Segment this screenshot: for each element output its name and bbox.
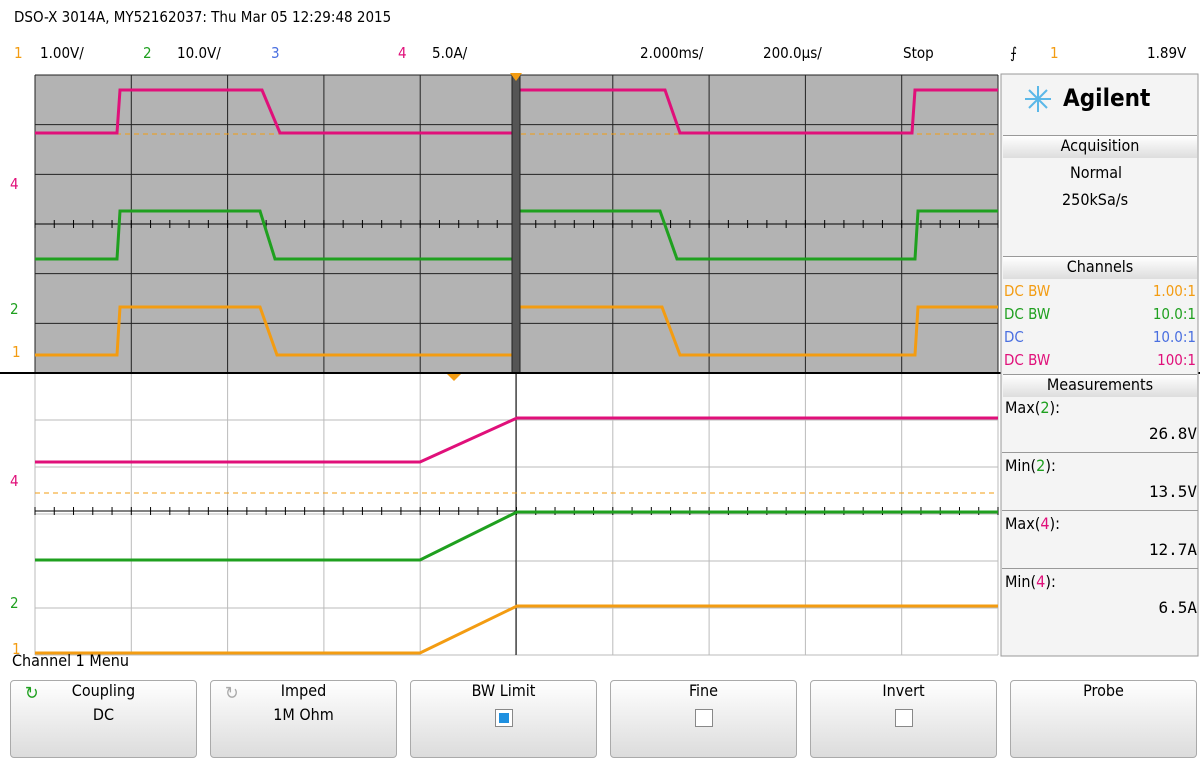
delay: 200.0µs/ — [763, 44, 822, 62]
meas-label: Min(4): — [1005, 572, 1056, 591]
brand: Agilent — [1063, 84, 1151, 112]
softkey-icon: ↻ — [25, 683, 39, 704]
meas-source: 2 — [1040, 398, 1050, 417]
logo-spark — [1025, 86, 1051, 112]
softkey-label: Imped — [280, 681, 327, 700]
meas-value: 13.5V — [1148, 482, 1197, 501]
divider — [1002, 568, 1198, 569]
ch-scale: 5.0A/ — [432, 44, 468, 62]
zoom-window — [511, 74, 521, 374]
ch4-trace — [520, 88, 998, 135]
run-status: Stop — [903, 44, 934, 62]
meas-value: 26.8V — [1148, 424, 1197, 443]
ch4-trace — [35, 88, 512, 135]
section-title: Acquisition — [1003, 135, 1197, 158]
meas-value: 12.7A — [1148, 540, 1197, 559]
meas-suffix: ): — [1049, 514, 1060, 533]
ch-num: 4 — [398, 44, 407, 62]
ch-coupling: DC — [1004, 328, 1024, 346]
meas-prefix: Min( — [1005, 456, 1037, 475]
section-title: Channels — [1003, 256, 1197, 279]
meas-suffix: ): — [1045, 456, 1056, 475]
ch1-trace — [35, 305, 512, 357]
meas-label: Max(2): — [1005, 398, 1060, 417]
softkey-label: Probe — [1083, 681, 1124, 700]
ch-coupling: DC BW — [1004, 351, 1051, 369]
softkey[interactable]: Invert — [810, 680, 997, 758]
meas-source: 2 — [1036, 456, 1046, 475]
softkey[interactable]: Coupling DC ↻ — [10, 680, 197, 758]
ch-num: 3 — [271, 44, 280, 62]
ch-coupling: DC BW — [1004, 305, 1051, 323]
ch-num: 1 — [14, 44, 23, 62]
softkey-value: 1M Ohm — [273, 705, 334, 724]
softkey-label: BW Limit — [471, 681, 536, 700]
ch-scale: 10.0V/ — [177, 44, 221, 62]
ch-ratio: 1.00:1 — [1152, 282, 1196, 300]
ch-marker: 2 — [10, 300, 19, 318]
ch1-zoom — [35, 604, 998, 655]
ch2-zoom — [35, 510, 998, 562]
softkey-label: Invert — [882, 681, 925, 700]
meas-source: 4 — [1036, 572, 1046, 591]
meas-label: Min(2): — [1005, 456, 1056, 475]
title: DSO-X 3014A, MY52162037: Thu Mar 05 12:2… — [14, 8, 392, 26]
ch-marker: 1 — [12, 343, 21, 361]
acq-rate: 250kSa/s — [1062, 190, 1129, 209]
ch2-trace — [520, 209, 998, 261]
divider — [1002, 510, 1198, 511]
ch-coupling: DC BW — [1004, 282, 1051, 300]
meas-source: 4 — [1040, 514, 1050, 533]
ch1-trace — [520, 305, 998, 357]
meas-prefix: Max( — [1005, 398, 1041, 417]
menu-title: Channel 1 Menu — [12, 651, 129, 670]
softkey[interactable]: Imped 1M Ohm ↻ — [210, 680, 397, 758]
softkey[interactable]: Probe — [1010, 680, 1197, 758]
ch-marker: 4 — [10, 175, 19, 193]
ch-ratio: 10.0:1 — [1152, 328, 1196, 346]
softkey-icon: ↻ — [225, 683, 239, 704]
acq-mode: Normal — [1070, 163, 1123, 182]
checkbox — [495, 709, 513, 727]
trigger-edge: ⨍ — [1010, 44, 1018, 62]
ch4-zoom — [35, 416, 998, 464]
ch-marker: 2 — [10, 594, 19, 612]
ch-ratio: 100:1 — [1157, 351, 1196, 369]
ch-num: 2 — [143, 44, 152, 62]
meas-suffix: ): — [1045, 572, 1056, 591]
side-panel — [1000, 73, 1199, 657]
softkey-label: Coupling — [71, 681, 136, 700]
softkey[interactable]: Fine — [610, 680, 797, 758]
softkey-value: DC — [92, 705, 115, 724]
softkey-label: Fine — [688, 681, 719, 700]
ch-ratio: 10.0:1 — [1152, 305, 1196, 323]
timebase: 2.000ms/ — [640, 44, 704, 62]
softkey[interactable]: BW Limit — [410, 680, 597, 758]
trigger-level: 1.89V — [1147, 44, 1187, 62]
section-title: Measurements — [1003, 374, 1197, 397]
checkbox — [695, 709, 713, 727]
trigger-source: 1 — [1050, 44, 1059, 62]
meas-prefix: Min( — [1005, 572, 1037, 591]
ch2-trace — [35, 209, 512, 261]
waveforms — [35, 88, 998, 655]
meas-value: 6.5A — [1158, 598, 1197, 617]
checkbox — [895, 709, 913, 727]
ch-scale: 1.00V/ — [40, 44, 84, 62]
trigger-pos — [510, 73, 522, 81]
meas-label: Max(4): — [1005, 514, 1060, 533]
ch-marker: 1 — [12, 640, 21, 658]
trigger-pos — [446, 373, 462, 381]
ch-marker: 4 — [10, 472, 19, 490]
meas-suffix: ): — [1049, 398, 1060, 417]
meas-prefix: Max( — [1005, 514, 1041, 533]
divider — [1002, 452, 1198, 453]
